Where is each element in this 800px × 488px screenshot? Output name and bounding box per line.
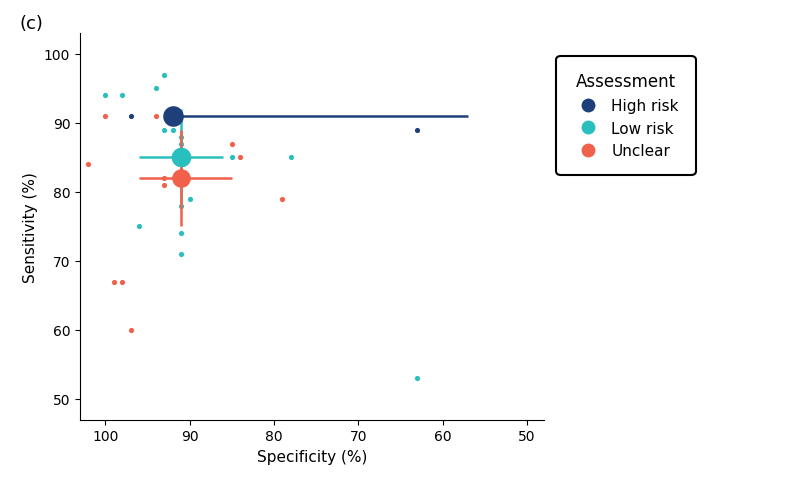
Point	[175, 147, 188, 155]
Point	[166, 113, 179, 121]
Point	[285, 154, 298, 162]
Point	[158, 175, 170, 183]
Point	[175, 175, 188, 183]
Text: (c): (c)	[20, 15, 43, 33]
Point	[99, 113, 112, 121]
Point	[226, 141, 238, 148]
Point	[124, 326, 137, 334]
Point	[175, 154, 188, 162]
Point	[116, 278, 129, 286]
Point	[166, 106, 179, 114]
Legend: High risk, Low risk, Unclear: High risk, Low risk, Unclear	[561, 61, 691, 171]
Point	[166, 127, 179, 135]
Point	[183, 196, 196, 203]
Point	[82, 161, 95, 169]
Point	[150, 85, 162, 93]
Point	[175, 134, 188, 142]
Point	[175, 154, 188, 162]
Point	[116, 92, 129, 100]
Point	[175, 203, 188, 210]
Point	[99, 92, 112, 100]
Point	[175, 230, 188, 238]
Point	[158, 127, 170, 135]
Point	[158, 72, 170, 80]
Point	[175, 161, 188, 169]
Point	[150, 113, 162, 121]
Point	[276, 196, 289, 203]
Point	[133, 223, 146, 231]
X-axis label: Specificity (%): Specificity (%)	[257, 449, 367, 464]
Point	[107, 278, 120, 286]
Point	[411, 127, 424, 135]
Y-axis label: Sensitivity (%): Sensitivity (%)	[23, 172, 38, 282]
Point	[158, 182, 170, 189]
Point	[411, 374, 424, 382]
Point	[124, 113, 137, 121]
Point	[234, 154, 246, 162]
Point	[175, 250, 188, 258]
Point	[175, 141, 188, 148]
Point	[226, 154, 238, 162]
Point	[175, 175, 188, 183]
